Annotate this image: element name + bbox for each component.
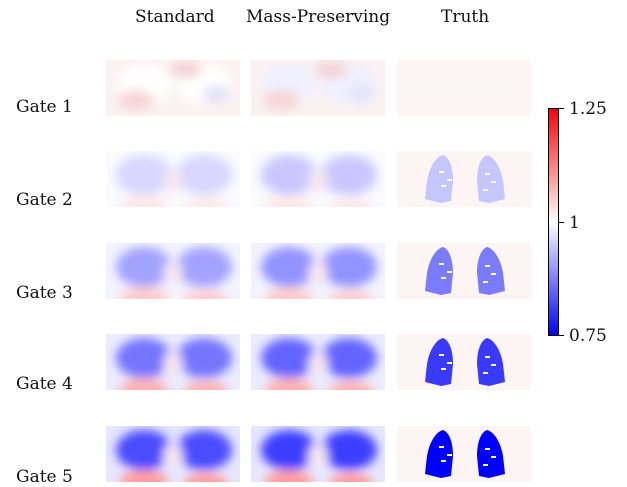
colorbar-tick-bottom (558, 335, 564, 336)
row-label-gate-2: Gate 2 (16, 190, 73, 210)
panel-gate-1-standard (106, 60, 240, 116)
panel-gate-5-mass-preserving (251, 426, 385, 482)
row-label-gate-4: Gate 4 (16, 374, 73, 394)
colorbar-label-mid: 1 (569, 213, 580, 233)
colorbar-label-top: 1.25 (569, 99, 607, 119)
panel-gate-3-truth (397, 243, 531, 299)
colorbar-tick-mid (558, 222, 564, 223)
column-header-standard: Standard (135, 7, 215, 27)
panel-gate-2-standard (106, 151, 240, 207)
column-header-truth: Truth (441, 7, 490, 27)
panel-gate-4-truth (397, 334, 531, 390)
row-label-gate-3: Gate 3 (16, 283, 73, 303)
panel-gate-5-standard (106, 426, 240, 482)
panel-gate-2-mass-preserving (251, 151, 385, 207)
panel-gate-3-mass-preserving (251, 243, 385, 299)
panel-gate-1-truth (397, 60, 531, 116)
column-header-mass-preserving: Mass-Preserving (246, 7, 391, 27)
row-label-gate-1: Gate 1 (16, 97, 73, 117)
panel-gate-5-truth (397, 426, 531, 482)
row-label-gate-5: Gate 5 (16, 467, 73, 487)
panel-gate-3-standard (106, 243, 240, 299)
panel-gate-2-truth (397, 151, 531, 207)
colorbar-label-bottom: 0.75 (569, 326, 607, 346)
panel-gate-4-standard (106, 334, 240, 390)
colorbar-tick-top (558, 108, 564, 109)
panel-gate-1-mass-preserving (251, 60, 385, 116)
panel-gate-4-mass-preserving (251, 334, 385, 390)
